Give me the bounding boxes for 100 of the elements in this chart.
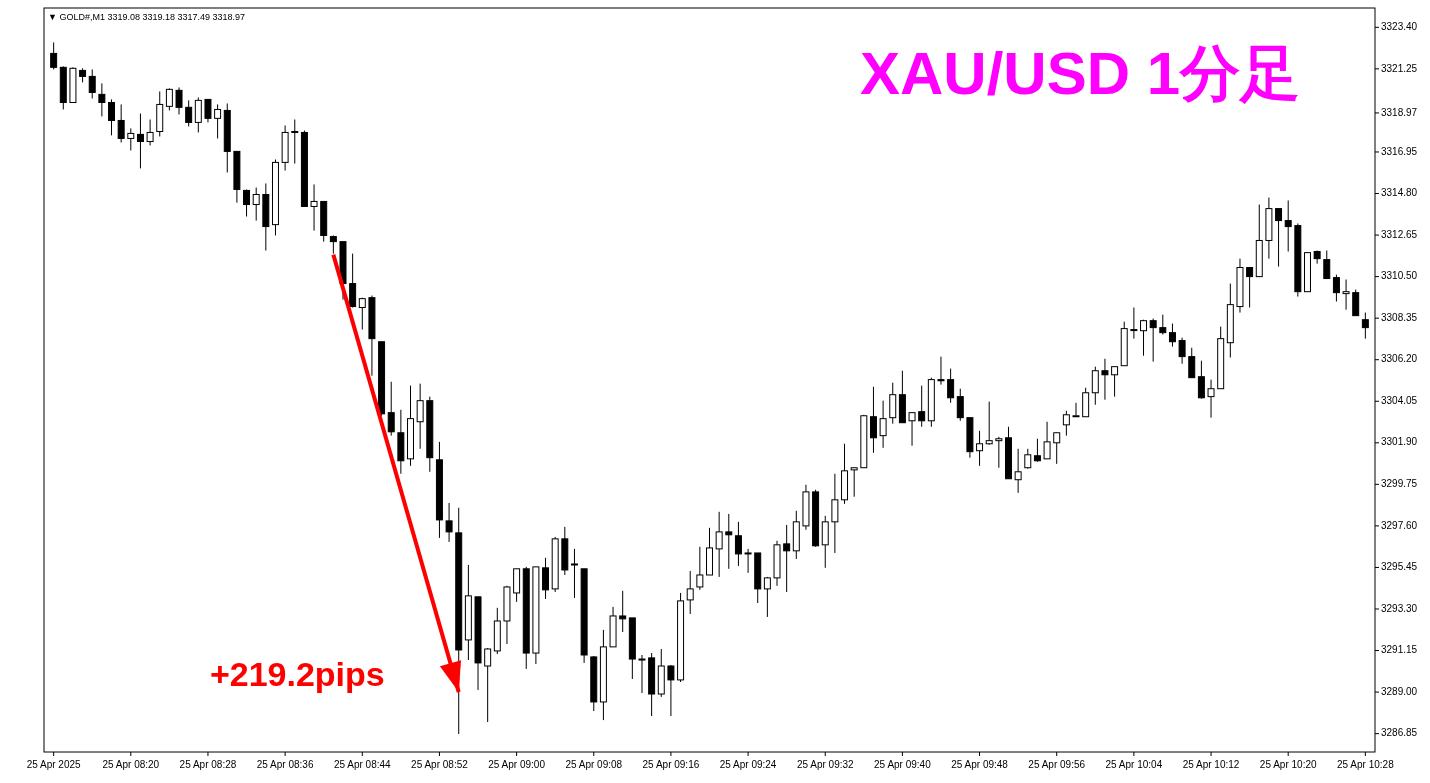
candlestick [1043, 421, 1051, 460]
candlestick [1159, 314, 1167, 336]
candlestick [1323, 250, 1331, 280]
x-tick-label: 25 Apr 09:24 [719, 759, 777, 770]
x-tick-label: 25 Apr 09:56 [1028, 759, 1086, 770]
candlestick [1062, 410, 1070, 437]
y-tick-label: 3314.80 [1381, 187, 1418, 199]
candlestick [570, 548, 578, 599]
y-tick-label: 3316.95 [1381, 145, 1418, 157]
candlestick [1342, 279, 1350, 311]
candlestick [1284, 199, 1292, 252]
x-tick-label: 25 Apr 10:04 [1105, 759, 1163, 770]
annotation: +219.2pips [209, 655, 385, 694]
candlestick [725, 513, 733, 570]
candlestick [696, 546, 704, 591]
candlestick [1082, 387, 1090, 418]
candlestick [310, 183, 318, 232]
y-tick-label: 3297.60 [1381, 519, 1418, 531]
y-tick-label: 3291.15 [1381, 644, 1418, 656]
candlestick [995, 436, 1003, 469]
x-tick-label: 25 Apr 08:44 [333, 759, 392, 770]
candlestick [416, 383, 424, 450]
candlestick [146, 119, 154, 146]
x-tick-label: 25 Apr 09:40 [874, 759, 932, 770]
x-tick-label: 25 Apr 09:16 [642, 759, 700, 770]
candlestick [50, 41, 58, 70]
x-tick-label: 25 Apr 10:20 [1259, 759, 1317, 770]
candlestick [744, 548, 752, 574]
candlestick [918, 385, 926, 428]
candlestick [908, 412, 916, 447]
candlestick [88, 68, 96, 99]
x-tick-label: 25 Apr 10:28 [1337, 759, 1395, 770]
candlestick [108, 98, 115, 136]
candlestick [667, 664, 675, 717]
candlestick [185, 99, 193, 127]
candlestick [252, 187, 260, 222]
candlestick [136, 113, 144, 169]
x-tick-label: 25 Apr 09:00 [488, 759, 546, 770]
candlestick [291, 119, 299, 165]
x-tick-label: 25 Apr 09:32 [796, 759, 855, 770]
candlestick [1014, 448, 1022, 494]
y-tick-label: 3295.45 [1381, 561, 1418, 573]
y-tick-label: 3318.97 [1381, 106, 1418, 118]
candlestick [127, 127, 135, 151]
y-tick-label: 3299.75 [1381, 477, 1418, 489]
y-tick-label: 3310.50 [1381, 270, 1418, 282]
y-tick-label: 3306.20 [1381, 353, 1418, 365]
candlestick [1024, 448, 1032, 470]
candlestick [329, 234, 337, 255]
candlestick [175, 86, 183, 115]
candlestick [869, 386, 877, 454]
y-tick-label: 3293.30 [1381, 602, 1418, 614]
candlestick [1361, 312, 1369, 340]
candlestick [1140, 319, 1148, 357]
candlestick [98, 82, 106, 117]
candlestick [686, 570, 694, 615]
candlestick [1149, 318, 1157, 363]
y-tick-label: 3323.40 [1381, 20, 1418, 32]
candlestick [1332, 274, 1340, 303]
candlestick [1111, 366, 1119, 398]
candlestick [1033, 438, 1041, 463]
y-tick-label: 3304.05 [1381, 394, 1418, 406]
candlestick [1178, 337, 1186, 365]
x-tick-label: 25 Apr 08:36 [256, 759, 314, 770]
candlestick [956, 388, 964, 422]
y-tick-label: 3289.00 [1381, 685, 1418, 697]
candlestick [1207, 379, 1215, 419]
text: ▼ GOLD#,M1 3319.08 3319.18 3317.49 3318.97 [48, 12, 246, 22]
candlestick [117, 103, 125, 143]
candlestick [484, 647, 492, 723]
candlestick [976, 430, 984, 467]
candlestick [1246, 267, 1254, 309]
x-tick-label: 25 Apr 09:08 [565, 759, 623, 770]
candlestick [349, 253, 357, 309]
candlestick [889, 382, 897, 425]
candlestick [821, 515, 829, 569]
candlestick [1197, 360, 1205, 400]
x-tick-label: 25 Apr 08:28 [179, 759, 237, 770]
candlestick [947, 368, 955, 404]
x-tick-label: 25 Apr 08:52 [411, 759, 469, 770]
candlestick [1101, 358, 1109, 401]
candlestick [1091, 366, 1099, 406]
candlestick [243, 188, 251, 218]
candlestick [445, 502, 453, 543]
candlestick [763, 576, 771, 618]
text: XAU/USD 1分足 [859, 40, 1301, 107]
candlestick [387, 381, 395, 437]
x-tick-label: 25 Apr 2025 [26, 759, 82, 770]
candlestick [542, 557, 550, 600]
y-tick-label: 3286.85 [1381, 727, 1418, 739]
candlestick [783, 524, 791, 593]
candlestick [734, 521, 742, 567]
candlestick [1053, 432, 1061, 465]
candlestick [879, 400, 887, 449]
candlestick [831, 473, 839, 554]
candlestick [619, 590, 627, 633]
x-tick-label: 25 Apr 09:48 [951, 759, 1009, 770]
candlestick [985, 401, 993, 446]
candlestick [194, 96, 202, 133]
candlestick [1275, 208, 1283, 268]
